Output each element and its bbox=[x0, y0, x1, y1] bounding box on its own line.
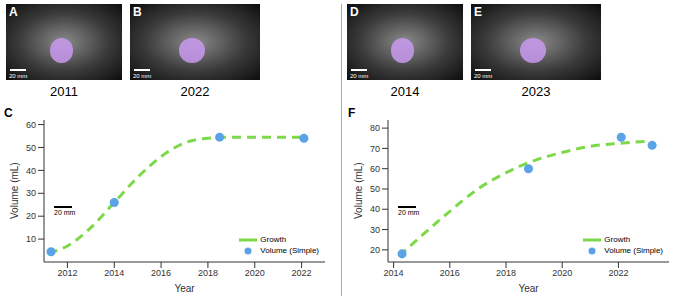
svg-text:60: 60 bbox=[370, 164, 380, 174]
html-text:F: F bbox=[348, 106, 356, 120]
html-text:20 mm: 20 mm bbox=[133, 73, 152, 79]
svg-text:70: 70 bbox=[370, 144, 380, 154]
svg-text:50: 50 bbox=[26, 143, 36, 153]
svg-text:2022: 2022 bbox=[292, 268, 312, 278]
html-text:D: D bbox=[350, 5, 359, 19]
svg-text:2014: 2014 bbox=[384, 268, 404, 278]
html-text:B: B bbox=[133, 5, 142, 19]
svg-text:Volume (mL): Volume (mL) bbox=[9, 162, 20, 219]
html-text:20 mm: 20 mm bbox=[9, 73, 28, 79]
html-text:Volume (Simple): Volume (Simple) bbox=[604, 246, 663, 255]
svg-text:80: 80 bbox=[370, 123, 380, 133]
svg-text:2016: 2016 bbox=[440, 268, 460, 278]
html-text:2022: 2022 bbox=[180, 84, 210, 99]
svg-text:30: 30 bbox=[26, 188, 36, 198]
svg-text:2012: 2012 bbox=[57, 268, 77, 278]
html-text:20 mm: 20 mm bbox=[54, 209, 76, 216]
html-text:Growth: Growth bbox=[604, 235, 631, 244]
html-text:C: C bbox=[4, 106, 13, 120]
html-text:A: A bbox=[9, 5, 18, 19]
svg-text:Year: Year bbox=[174, 283, 195, 294]
svg-text:40: 40 bbox=[370, 204, 380, 214]
svg-text:2018: 2018 bbox=[496, 268, 516, 278]
svg-text:20: 20 bbox=[26, 211, 36, 221]
html-text:2014: 2014 bbox=[390, 84, 420, 99]
svg-text:2014: 2014 bbox=[104, 268, 124, 278]
svg-text:2020: 2020 bbox=[552, 268, 572, 278]
html-text:2011: 2011 bbox=[50, 84, 78, 99]
html-text:E: E bbox=[474, 5, 482, 19]
svg-text:40: 40 bbox=[26, 166, 36, 176]
html-text:20 mm: 20 mm bbox=[398, 209, 420, 216]
svg-text:2022: 2022 bbox=[608, 268, 628, 278]
html-text:20 mm: 20 mm bbox=[474, 73, 493, 79]
svg-text:Year: Year bbox=[518, 283, 539, 294]
svg-text:50: 50 bbox=[370, 184, 380, 194]
html-text:2023: 2023 bbox=[521, 84, 551, 99]
svg-text:2016: 2016 bbox=[151, 268, 171, 278]
svg-text:Volume (mL): Volume (mL) bbox=[353, 162, 364, 219]
svg-text:60: 60 bbox=[26, 120, 36, 130]
svg-text:20: 20 bbox=[370, 245, 380, 255]
html-text:Volume (Simple): Volume (Simple) bbox=[260, 246, 319, 255]
html-text:20 mm: 20 mm bbox=[350, 73, 369, 79]
svg-text:2020: 2020 bbox=[245, 268, 265, 278]
svg-text:10: 10 bbox=[26, 234, 36, 244]
html-text:Growth: Growth bbox=[260, 235, 287, 244]
svg-text:2018: 2018 bbox=[198, 268, 218, 278]
svg-text:30: 30 bbox=[370, 225, 380, 235]
